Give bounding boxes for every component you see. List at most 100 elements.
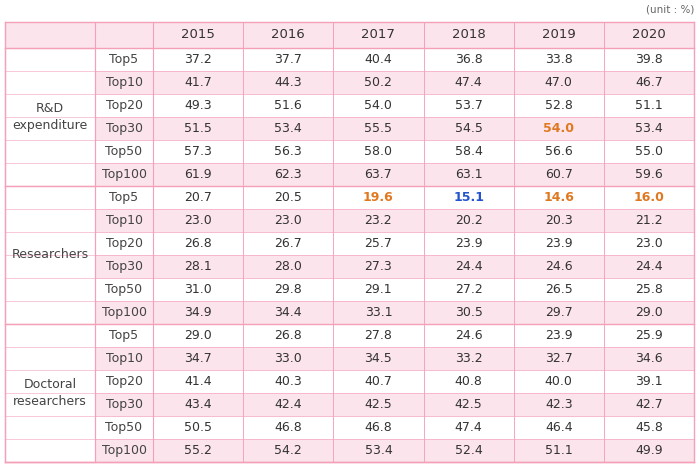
Text: 23.9: 23.9 [455,237,482,250]
Text: 41.7: 41.7 [185,76,212,89]
Text: Top50: Top50 [106,145,143,158]
Text: Top5: Top5 [110,329,138,342]
Bar [243,22,333,48]
Text: 40.8: 40.8 [454,375,482,388]
Bar [424,22,514,48]
Bar [153,232,243,255]
Bar [153,186,243,209]
Text: Top100: Top100 [101,168,147,181]
Text: 25.9: 25.9 [635,329,663,342]
Bar [5,117,95,140]
Text: 23.9: 23.9 [545,237,572,250]
Bar [424,439,514,462]
Text: 47.4: 47.4 [455,421,482,434]
Text: 28.1: 28.1 [185,260,212,273]
Text: 50.2: 50.2 [364,76,392,89]
Bar [333,347,424,370]
Text: 49.3: 49.3 [185,99,212,112]
Text: Top30: Top30 [106,398,143,411]
Text: 20.2: 20.2 [455,214,482,227]
Bar [5,186,95,324]
Bar [333,186,424,209]
Bar [333,393,424,416]
Bar [153,324,243,347]
Text: Top50: Top50 [106,283,143,296]
Bar [5,324,95,462]
Text: 62.3: 62.3 [275,168,302,181]
Text: 42.7: 42.7 [635,398,663,411]
Text: 51.6: 51.6 [275,99,302,112]
Text: 15.1: 15.1 [453,191,484,204]
Bar [514,232,604,255]
Bar [153,117,243,140]
Bar [424,324,514,347]
Bar [5,393,95,416]
Bar [424,278,514,301]
Bar [153,209,243,232]
Bar [95,48,153,71]
Bar [424,301,514,324]
Text: 24.4: 24.4 [455,260,482,273]
Text: Top20: Top20 [106,99,143,112]
Text: 37.2: 37.2 [185,53,212,66]
Text: 54.5: 54.5 [454,122,482,135]
Bar [604,232,694,255]
Bar [424,255,514,278]
Bar [153,22,243,48]
Bar [333,163,424,186]
Bar [153,301,243,324]
Bar [5,370,95,393]
Bar [333,301,424,324]
Text: Top50: Top50 [106,421,143,434]
Bar [604,416,694,439]
Text: Top20: Top20 [106,237,143,250]
Bar [243,232,333,255]
Bar [243,301,333,324]
Text: 53.4: 53.4 [275,122,302,135]
Bar [424,209,514,232]
Bar [514,163,604,186]
Bar [333,370,424,393]
Text: 33.0: 33.0 [275,352,302,365]
Text: 47.0: 47.0 [545,76,572,89]
Text: Top30: Top30 [106,260,143,273]
Text: Top100: Top100 [101,306,147,319]
Bar [95,186,153,209]
Text: 43.4: 43.4 [185,398,212,411]
Bar [604,324,694,347]
Bar [333,232,424,255]
Bar [424,48,514,71]
Bar [95,232,153,255]
Text: 40.4: 40.4 [365,53,392,66]
Bar [5,209,95,232]
Bar [514,347,604,370]
Text: 51.5: 51.5 [184,122,212,135]
Text: Top30: Top30 [106,122,143,135]
Bar [153,163,243,186]
Bar [153,370,243,393]
Bar [424,94,514,117]
Bar [243,117,333,140]
Bar [153,71,243,94]
Text: 29.8: 29.8 [275,283,302,296]
Text: 2017: 2017 [361,28,396,42]
Bar [424,347,514,370]
Bar [333,209,424,232]
Bar [514,278,604,301]
Bar [243,393,333,416]
Text: 52.4: 52.4 [455,444,482,457]
Bar [604,186,694,209]
Text: 63.1: 63.1 [455,168,482,181]
Text: 29.7: 29.7 [545,306,572,319]
Text: 29.0: 29.0 [185,329,212,342]
Bar [604,117,694,140]
Text: 58.4: 58.4 [454,145,482,158]
Text: 51.1: 51.1 [545,444,572,457]
Bar [95,278,153,301]
Text: Top10: Top10 [106,352,143,365]
Text: 19.6: 19.6 [363,191,394,204]
Bar [604,209,694,232]
Text: 46.8: 46.8 [275,421,302,434]
Bar [5,186,95,209]
Bar [5,22,153,48]
